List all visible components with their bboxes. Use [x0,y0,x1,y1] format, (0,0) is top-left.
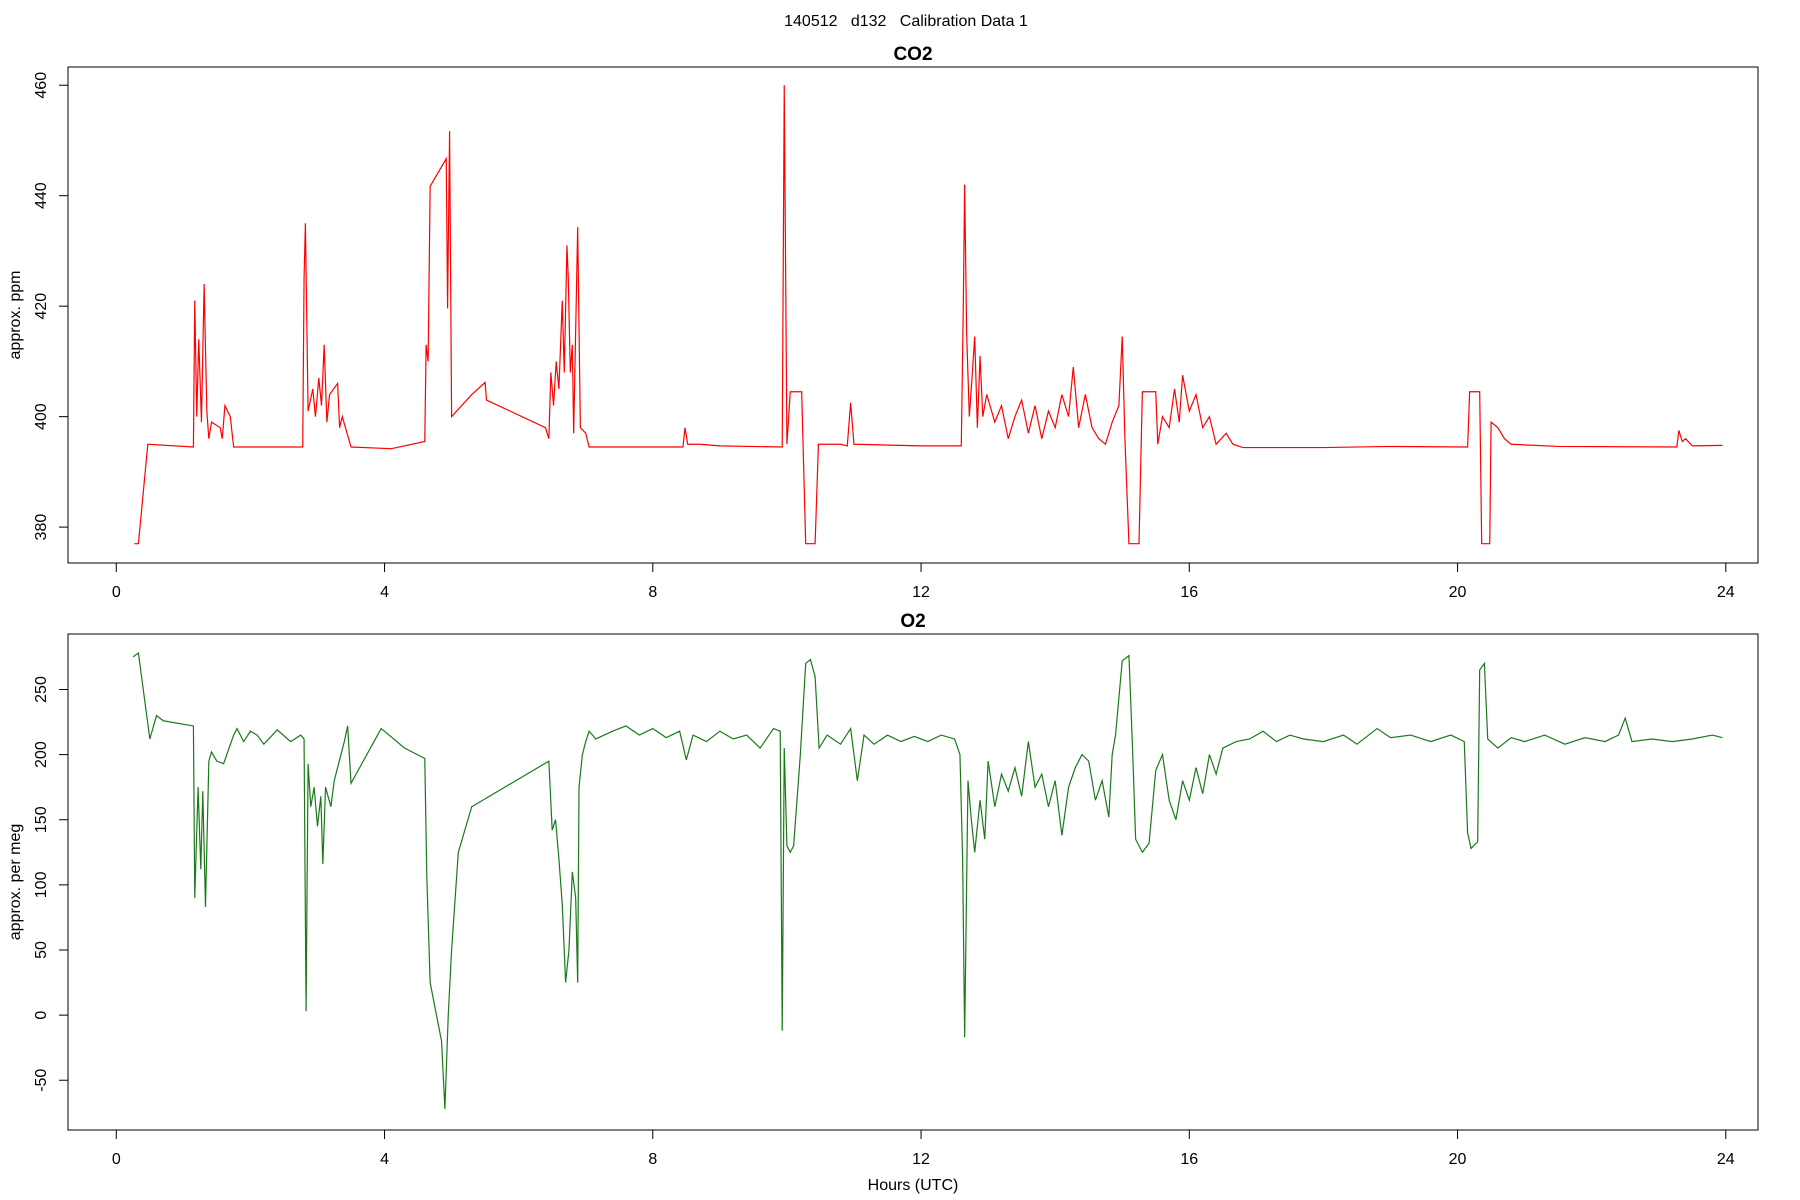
y-tick-label: 420 [33,293,50,320]
y-tick-label: 460 [33,72,50,99]
x-tick-label: 12 [912,1151,930,1168]
x-tick-label: 8 [648,584,657,601]
y-tick-label: -50 [33,1069,50,1092]
x-tick-label: 24 [1717,1151,1735,1168]
panel-title: CO2 [893,44,932,65]
x-tick-label: 16 [1180,1151,1198,1168]
data-line [132,651,1723,1109]
y-tick-label: 200 [33,741,50,768]
y-axis-label: approx. per meg [7,824,24,941]
x-axis-label: Hours (UTC) [868,1177,959,1194]
page-title: 140512 d132 Calibration Data 1 [784,13,1028,30]
y-tick-label: 150 [33,806,50,833]
y-tick-label: 380 [33,514,50,541]
panel-title: O2 [900,611,925,632]
x-tick-label: 20 [1449,584,1467,601]
x-tick-label: 8 [648,1151,657,1168]
y-tick-label: 100 [33,871,50,898]
y-tick-label: 50 [33,941,50,959]
x-tick-label: 24 [1717,584,1735,601]
x-tick-label: 0 [112,1151,121,1168]
y-tick-label: 0 [33,1011,50,1020]
plot-frame [67,66,1759,564]
data-line [134,85,1723,545]
x-tick-label: 16 [1180,584,1198,601]
plot-frame [67,633,1759,1131]
y-axis-label: approx. ppm [7,271,24,360]
x-tick-label: 4 [380,1151,389,1168]
y-tick-label: 250 [33,676,50,703]
x-tick-label: 20 [1449,1151,1467,1168]
y-tick-label: 440 [33,182,50,209]
x-tick-label: 4 [380,584,389,601]
x-tick-label: 12 [912,584,930,601]
y-tick-label: 400 [33,403,50,430]
x-tick-label: 0 [112,584,121,601]
